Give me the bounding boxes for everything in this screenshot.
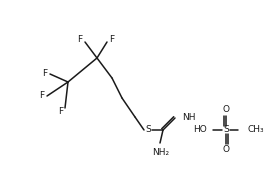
Text: NH: NH [182,113,195,121]
Text: S: S [223,125,229,135]
Text: HO: HO [193,125,207,135]
Text: F: F [109,34,115,44]
Text: F: F [78,34,83,44]
Text: F: F [43,69,48,77]
Text: F: F [59,106,64,116]
Text: S: S [145,125,151,135]
Text: CH₃: CH₃ [247,125,264,135]
Text: O: O [222,105,230,114]
Text: NH₂: NH₂ [152,148,170,157]
Text: O: O [222,145,230,155]
Text: F: F [40,90,44,100]
